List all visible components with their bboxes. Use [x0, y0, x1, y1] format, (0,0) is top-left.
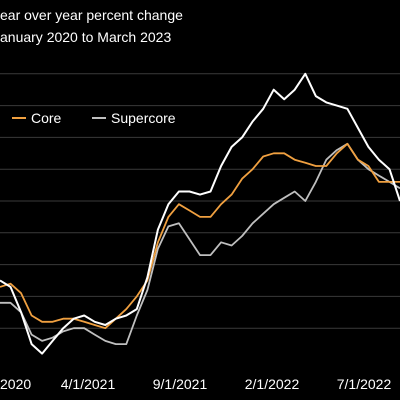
- legend: Core Supercore: [12, 110, 176, 126]
- x-tick-label: 9/1/2021: [153, 376, 208, 392]
- x-tick-label: 7/1/2022: [337, 376, 392, 392]
- series-line-supercore: [0, 142, 400, 346]
- x-axis-ticks: 2020 4/1/2021 9/1/2021 2/1/2022 7/1/2022: [0, 376, 391, 392]
- x-tick-label: 2/1/2022: [245, 376, 300, 392]
- chart-title: ear over year percent change: [0, 7, 183, 23]
- series-line-core: [0, 142, 400, 330]
- chart-subtitle: anuary 2020 to March 2023: [0, 29, 171, 45]
- series-line-headline: [0, 72, 400, 355]
- series-layer: [0, 72, 400, 355]
- grid-layer: [0, 73, 400, 329]
- legend-label-core: Core: [31, 110, 62, 126]
- legend-label-supercore: Supercore: [111, 110, 176, 126]
- x-tick-label: 4/1/2021: [61, 376, 116, 392]
- x-tick-label: 2020: [0, 376, 31, 392]
